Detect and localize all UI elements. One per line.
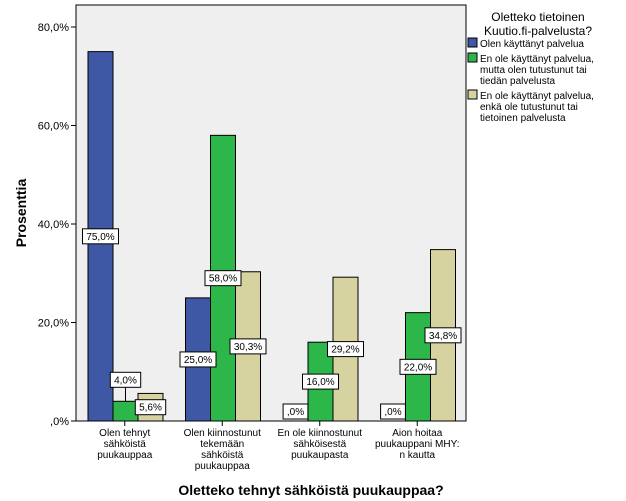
x-tick-label-line: Aion hoitaa (392, 428, 442, 439)
data-label: 34,8% (429, 331, 457, 342)
bar (112, 400, 139, 422)
legend-entry-line: enkä ole tutustunut tai (480, 102, 578, 113)
x-tick-label-line: n kautta (399, 450, 435, 461)
x-tick-label-line: sähköistä (104, 439, 147, 450)
y-axis-title: Prosenttia (13, 179, 29, 248)
legend-title: Oletteko tietoinen (491, 10, 584, 24)
data-label-box (134, 399, 167, 416)
data-label-box (82, 228, 119, 245)
data-label-box (229, 338, 267, 355)
x-tick-label-line: puukauppaa (195, 461, 250, 472)
x-tick-label: Aion hoitaa puukauppani MHY: n kautta (375, 428, 460, 461)
legend-entry: En ole käyttänyt palvelua, mutta olen tut… (480, 54, 594, 87)
data-label: 75,0% (86, 232, 114, 243)
legend-entry: En ole käyttänyt palvelua, enkä ole tutus… (480, 91, 594, 124)
data-label: ,0% (384, 407, 401, 418)
x-tick-label-line: En ole kiinnostunut (277, 428, 362, 439)
data-label: 30,3% (234, 342, 262, 353)
data-label: 5,6% (139, 403, 162, 414)
data-label: ,0% (287, 407, 304, 418)
data-label: 58,0% (209, 274, 237, 285)
legend-entry-line: mutta olen tutustunut tai (480, 65, 587, 76)
data-label-box (327, 341, 364, 358)
x-tick-label-line: Olen tehnyt (99, 428, 150, 439)
data-label: 4,0% (114, 375, 137, 386)
data-label-box (179, 351, 217, 368)
legend-swatch (467, 89, 478, 100)
legend-entry-line: En ole käyttänyt palvelua, (480, 54, 594, 65)
data-label-box (204, 270, 242, 287)
data-label: 22,0% (404, 362, 432, 373)
x-tick-label-line: sähköisestä (293, 439, 346, 450)
legend-swatch (467, 52, 478, 63)
y-tick-label: ,0% (50, 416, 69, 428)
data-label-box (380, 403, 406, 420)
x-tick-label: En ole kiinnostunut sähköisestä puukaupast… (277, 428, 362, 461)
x-tick-label: Olen tehnyt sähköistä puukauppaa (97, 428, 152, 461)
data-label: 25,0% (184, 355, 212, 366)
legend-entry: Olen käyttänyt palvelua (480, 39, 584, 50)
legend-entry-line: Olen käyttänyt palvelua (480, 39, 584, 50)
data-label: 29,2% (331, 345, 359, 356)
y-tick-label: 80,0% (38, 22, 69, 34)
legend-entry-line: tietoinen palvelusta (480, 113, 566, 124)
x-tick-label-line: tekemään (200, 439, 244, 450)
data-label-box (424, 327, 462, 344)
data-label-box (109, 371, 142, 388)
plot-area (75, 4, 467, 422)
x-axis-title: Oletteko tehnyt sähköistä puukauppaa? (178, 482, 443, 498)
x-tick-label: Olen kiinnostunut tekemään sähköistä puukau… (184, 428, 261, 472)
x-tick-label-line: Olen kiinnostunut (184, 428, 261, 439)
y-tick-label: 20,0% (38, 318, 69, 330)
legend-swatch (467, 37, 478, 48)
data-label-box (302, 373, 339, 390)
x-tick-label-line: sähköistä (201, 450, 244, 461)
x-tick-label-line: puukauppani MHY: (375, 439, 460, 450)
y-tick-label: 60,0% (38, 121, 69, 133)
x-tick-label-line: puukauppaa (97, 450, 152, 461)
legend-entry-line: En ole käyttänyt palvelua, (480, 91, 594, 102)
data-label-box (399, 358, 437, 375)
legend-title: Kuutio.fi-palvelusta? (484, 24, 592, 38)
y-tick-label: 40,0% (38, 219, 69, 231)
x-tick-label-line: puukaupasta (291, 450, 349, 461)
data-label-box (282, 403, 309, 420)
legend-entry-line: tiedän palvelusta (480, 76, 555, 87)
data-label: 16,0% (306, 377, 334, 388)
